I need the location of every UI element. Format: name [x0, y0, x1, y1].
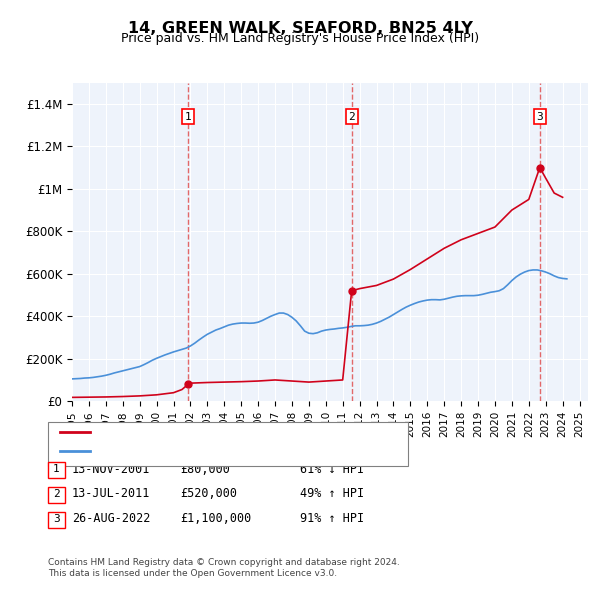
Text: 3: 3 — [536, 112, 543, 122]
Text: 13-JUL-2011: 13-JUL-2011 — [72, 487, 151, 500]
Text: Price paid vs. HM Land Registry's House Price Index (HPI): Price paid vs. HM Land Registry's House … — [121, 32, 479, 45]
Text: 61% ↓ HPI: 61% ↓ HPI — [300, 463, 364, 476]
Text: 2: 2 — [348, 112, 355, 122]
Text: 2: 2 — [53, 489, 60, 499]
Text: £1,100,000: £1,100,000 — [180, 512, 251, 525]
Text: 1: 1 — [185, 112, 191, 122]
Text: 26-AUG-2022: 26-AUG-2022 — [72, 512, 151, 525]
Text: 3: 3 — [53, 514, 60, 523]
Text: 13-NOV-2001: 13-NOV-2001 — [72, 463, 151, 476]
Text: Contains HM Land Registry data © Crown copyright and database right 2024.: Contains HM Land Registry data © Crown c… — [48, 558, 400, 566]
Text: £80,000: £80,000 — [180, 463, 230, 476]
Text: 91% ↑ HPI: 91% ↑ HPI — [300, 512, 364, 525]
Text: This data is licensed under the Open Government Licence v3.0.: This data is licensed under the Open Gov… — [48, 569, 337, 578]
Text: HPI: Average price, detached house, Lewes: HPI: Average price, detached house, Lewe… — [96, 447, 352, 456]
Text: 1: 1 — [53, 464, 60, 474]
Text: 49% ↑ HPI: 49% ↑ HPI — [300, 487, 364, 500]
Text: 14, GREEN WALK, SEAFORD, BN25 4LY: 14, GREEN WALK, SEAFORD, BN25 4LY — [128, 21, 472, 35]
Text: £520,000: £520,000 — [180, 487, 237, 500]
Text: 14, GREEN WALK, SEAFORD, BN25 4LY (detached house): 14, GREEN WALK, SEAFORD, BN25 4LY (detac… — [96, 428, 409, 437]
